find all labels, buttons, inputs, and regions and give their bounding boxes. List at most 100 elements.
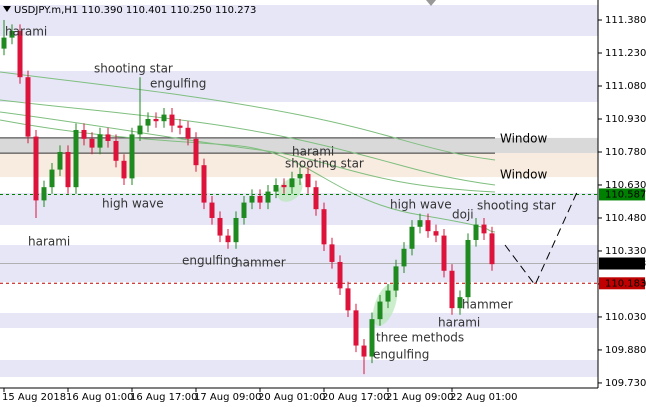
level-tag [599,257,645,270]
candle-body [217,217,223,236]
candle-body [393,266,399,291]
pattern-label: doji [452,208,474,222]
pattern-label: harami [438,316,480,330]
pattern-label: harami [5,25,47,39]
y-tick-label: 110.030 [605,312,646,323]
candle-body [25,77,31,137]
x-tick-label: 16 Aug 01:00 [66,392,133,403]
level-tag [599,188,645,201]
chart-title: USDJPY.m,H1 110.390 110.401 110.250 110.… [14,5,256,16]
candle-body [265,191,271,203]
candle-body [129,134,135,179]
candle-body [153,118,159,122]
y-tick-label: 110.630 [605,180,646,191]
candle-body [433,231,439,236]
pattern-label: harami [292,145,334,159]
candle-body [377,301,383,320]
candle-body [337,261,343,289]
candle-body [449,270,455,309]
candle-body [209,202,215,218]
y-tick-label: 110.780 [605,147,646,158]
candle-body [9,31,15,38]
candle-body [113,140,119,161]
candle-body [289,178,295,188]
projection [504,189,579,286]
candle-body [33,136,39,201]
candle-body [345,288,351,311]
pattern-label: high wave [102,197,164,211]
candle-body [161,114,167,122]
candle-body [233,217,239,243]
candle-body [73,129,79,188]
price-axis-panel [598,0,646,407]
window-zone [0,137,598,154]
candle-body [201,165,207,203]
candle-body [369,319,375,357]
candle-body [353,310,359,346]
zone-label: Window [500,131,548,145]
candle-body [97,134,103,148]
y-tick-label: 109.880 [605,345,646,356]
candle-body [49,169,55,188]
x-tick-label: 21 Aug 09:00 [386,392,453,403]
candle-body [409,226,415,249]
x-tick-label: 15 Aug 2018 [2,392,66,403]
candle-body [465,239,471,298]
candle-body [417,220,423,227]
y-tick-label: 110.330 [605,246,646,257]
candle-body [57,151,63,170]
level-label: 110.273 [605,259,646,270]
candle-body [489,233,495,265]
candle-body [185,127,191,139]
pattern-label: shooting star [285,157,364,171]
window-zone [0,153,598,178]
x-tick-label: 20 Aug 17:00 [322,392,389,403]
x-tick-label: 16 Aug 17:00 [130,392,197,403]
candle-body [385,290,391,302]
pattern-label: harami [28,235,70,249]
candle-body [257,195,263,203]
candle-body [273,184,279,192]
candle-body [361,345,367,357]
menu-icon[interactable] [3,6,11,12]
level-tag [599,277,645,290]
candle-body [1,37,7,49]
candle-body [441,235,447,271]
candle-body [401,248,407,267]
candle-body [89,138,95,148]
x-tick-label: 20 Aug 01:00 [258,392,325,403]
candle-body [105,134,111,141]
y-tick-label: 110.480 [605,213,646,224]
pattern-label: three methods [376,331,464,345]
candle-body [137,125,143,135]
pattern-label: shooting star [94,62,173,76]
candle-body [81,129,87,139]
candle-body [281,184,287,188]
candle-body [145,118,151,126]
candle-body [241,202,247,218]
shift-marker [426,0,436,6]
candle-body [249,195,255,203]
candle-body [329,244,335,262]
pattern-label: engulfing [150,77,206,91]
candle-body [177,125,183,128]
candle-body [17,31,23,78]
candle-body [457,297,463,309]
candle-body [225,235,231,243]
pattern-label: hammer [462,298,513,312]
candle-body [121,160,127,179]
pattern-label: shooting star [477,199,556,213]
pattern-label: hammer [235,256,286,270]
zone-label: Window [500,168,548,182]
y-tick-label: 111.230 [605,48,646,59]
candle-body [65,151,71,188]
candle-body [169,114,175,126]
candle-body [313,187,319,210]
candle-body [473,224,479,240]
pattern-label: engulfing [373,348,429,362]
candle-body [481,224,487,234]
level-label: 110.183 [605,278,646,289]
candle-body [297,173,303,179]
y-tick-label: 111.080 [605,81,646,92]
